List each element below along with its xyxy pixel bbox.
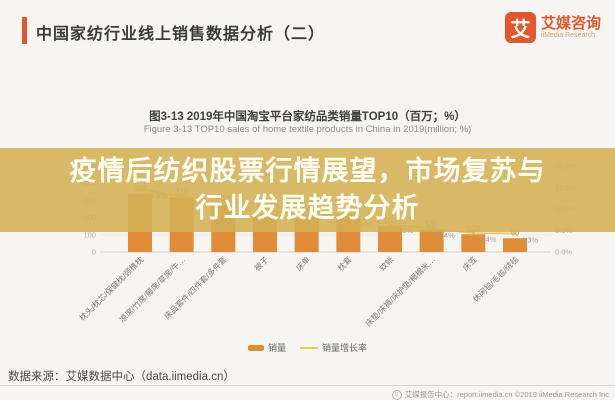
bar	[419, 229, 444, 252]
watermark-text-line2: 行业发展趋势分析	[195, 193, 420, 223]
legend-label-growth: 销量增长率	[322, 343, 368, 353]
legend-item-growth: 销量增长率	[300, 341, 367, 354]
iimedia-logo-icon: 艾	[504, 12, 536, 43]
growth-pct-label: 5.4%	[438, 231, 455, 240]
header: 中国家纺行业线上销售数据分析（二） 艾 艾媒咨询 iiMedia Researc…	[0, 0, 615, 60]
watermark-text-line1: 疫情后纺织股票行情展望，市场复苏与	[69, 156, 546, 186]
bar	[461, 234, 486, 252]
growth-line-swatch-icon	[300, 346, 318, 349]
x-category-label: 蚊帐	[377, 254, 395, 272]
footer-report-center: 艾 艾媒报告中心：report.iimedia.cn ©2019 iiMedia…	[391, 389, 609, 400]
y-left-tick: 100	[83, 230, 96, 239]
title-accent-bar	[22, 17, 27, 44]
logo-name-en: iiMedia Research	[540, 31, 596, 39]
data-source-note: 数据来源：艾媒数据中心（data.iimedia.cn）	[8, 371, 235, 383]
chart-title: 图3-13 2019年中国淘宝平台家纺品类销量TOP10（百万；%）	[149, 111, 466, 123]
x-category-label: 床垫/床褥/床护垫/榻榻米…	[363, 254, 437, 328]
chart-subtitle: Figure 3-13 TOP10 sales of home textile …	[143, 124, 472, 135]
y-left-tick: 0	[92, 248, 96, 257]
x-category-label: 床单	[294, 254, 312, 272]
iimedia-footer-icon: 艾	[391, 389, 402, 400]
growth-pct-label: 4.3%	[521, 236, 538, 245]
chart-legend: 销量 销量增长率	[0, 341, 615, 354]
logo-name-cn: 艾媒咨询	[540, 14, 601, 32]
bar	[503, 238, 527, 252]
y-right-tick: 0.0%	[555, 248, 572, 257]
iimedia-logo: 艾 艾媒咨询 iiMedia Research	[504, 12, 601, 43]
footer-divider	[0, 385, 615, 386]
page-title: 中国家纺行业线上销售数据分析（二）	[36, 26, 326, 43]
x-category-label: 被子	[252, 254, 270, 272]
legend-item-sales: 销量	[247, 341, 286, 354]
x-category-label: 枕套	[335, 254, 353, 272]
sales-bar-swatch-icon	[247, 344, 264, 351]
growth-pct-label: 4.4%	[479, 235, 496, 244]
footer-right-text: 艾媒报告中心：report.iimedia.cn ©2019 iiMedia R…	[404, 390, 609, 399]
watermark-overlay-band: 疫情后纺织股票行情展望，市场复苏与 行业发展趋势分析	[0, 148, 615, 232]
x-category-label: 凉席/竹席/藤席/草席/牛…	[117, 254, 187, 324]
x-category-label: 床笠	[460, 254, 478, 272]
legend-label-sales: 销量	[267, 343, 286, 353]
